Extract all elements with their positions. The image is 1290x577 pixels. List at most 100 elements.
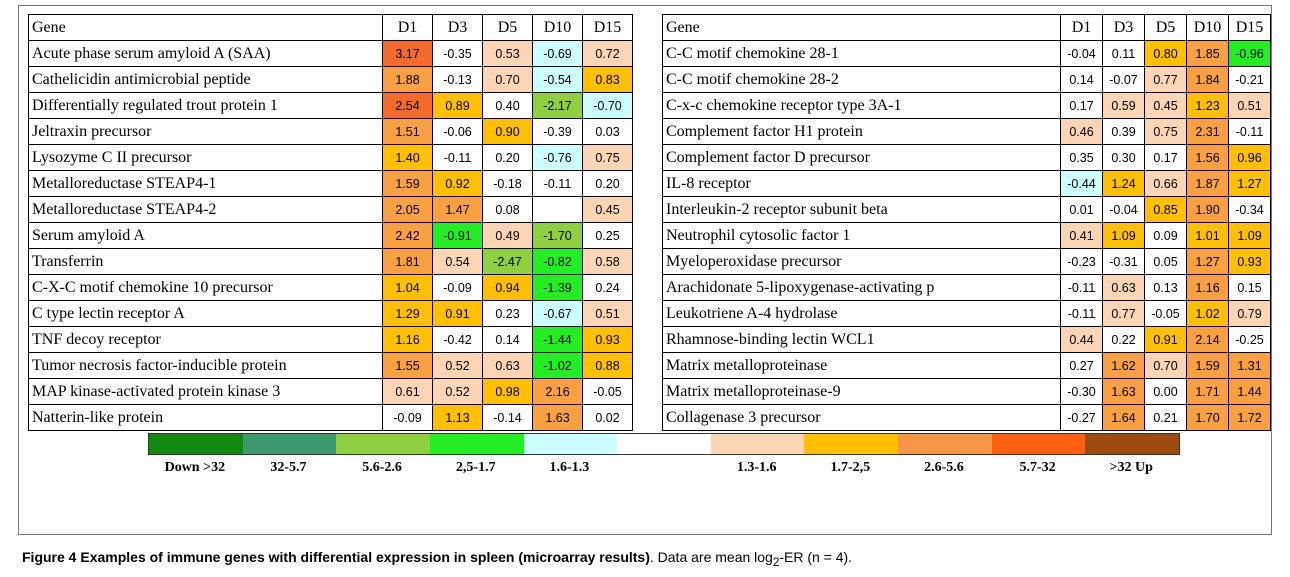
value-cell: -0.25 (1228, 326, 1271, 353)
value-cell: 0.44 (1060, 326, 1103, 353)
value-cell: 1.27 (1186, 248, 1229, 275)
value-cell: 0.27 (1060, 352, 1103, 379)
figure-frame (18, 5, 1272, 535)
value-cell: -1.70 (532, 222, 583, 249)
value-cell: 0.91 (432, 300, 483, 327)
header-cell: D1 (382, 14, 433, 41)
legend-swatch (804, 434, 899, 454)
value-cell: 0.54 (432, 248, 483, 275)
value-cell: 0.49 (482, 222, 533, 249)
header-row: Gene D1 D3 D5 D10 D15 (662, 14, 1271, 41)
value-cell: 0.52 (432, 352, 483, 379)
gene-row: Metalloreductase STEAP4-2 2.05 1.47 0.08 0.4… (28, 196, 633, 223)
value-cell: 1.85 (1186, 40, 1229, 67)
legend-label: 2.6-5.6 (924, 460, 964, 475)
value-cell: 0.51 (1228, 92, 1271, 119)
value-cell: -0.76 (532, 144, 583, 171)
value-cell: 0.93 (582, 326, 633, 353)
value-cell: 0.24 (582, 274, 633, 301)
value-cell: 0.01 (1060, 196, 1103, 223)
gene-name: Cathelicidin antimicrobial peptide (28, 66, 383, 93)
legend-label: 32-5.7 (270, 460, 307, 475)
value-cell: 2.31 (1186, 118, 1229, 145)
legend-swatch (617, 434, 711, 454)
gene-row: Jeltraxin precursor 1.51 -0.06 0.90 -0.39 0.0… (28, 118, 633, 145)
value-cell: -0.11 (1060, 274, 1103, 301)
value-cell: 1.59 (1186, 352, 1229, 379)
legend-label: >32 Up (1109, 460, 1153, 475)
gene-name: Collagenase 3 precursor (662, 404, 1061, 431)
value-cell: 1.40 (382, 144, 433, 171)
value-cell: 1.71 (1186, 378, 1229, 405)
gene-row: Tumor necrosis factor-inducible protein 1… (28, 352, 633, 379)
header-cell: D1 (1060, 14, 1103, 41)
legend-label (616, 460, 710, 476)
value-cell: 0.51 (582, 300, 633, 327)
value-cell: 0.75 (1144, 118, 1187, 145)
value-cell: 0.41 (1060, 222, 1103, 249)
caption-text: -ER (n = 4). (779, 549, 853, 565)
value-cell: -0.96 (1228, 40, 1271, 67)
header-row: Gene D1 D3 D5 D10 D15 (28, 14, 633, 41)
value-cell: 0.45 (582, 196, 633, 223)
value-cell: 1.81 (382, 248, 433, 275)
value-cell: 0.63 (482, 352, 533, 379)
legend-label: 2,5-1.7 (455, 460, 496, 475)
gene-row: C type lectin receptor A 1.29 0.91 0.23 -0.6… (28, 300, 633, 327)
value-cell: 0.35 (1060, 144, 1103, 171)
value-cell: 1.72 (1228, 404, 1271, 431)
value-cell: 1.88 (382, 66, 433, 93)
gene-row: Metalloreductase STEAP4-1 1.59 0.92 -0.18 -0… (28, 170, 633, 197)
legend-swatch (429, 434, 524, 454)
legend-swatch (710, 434, 805, 454)
caption-title: Examples of immune genes with differenti… (80, 549, 650, 565)
value-cell: -0.54 (532, 66, 583, 93)
legend-label: 5.6-2.6 (362, 460, 402, 475)
value-cell: 0.70 (1144, 352, 1187, 379)
value-cell: 1.23 (1186, 92, 1229, 119)
legend-swatch (991, 434, 1086, 454)
value-cell: -0.67 (532, 300, 583, 327)
gene-row: IL-8 receptor -0.44 1.24 0.66 1.87 1.27 (662, 170, 1271, 197)
gene-row: Complement factor H1 protein 0.46 0.39 0.75… (662, 118, 1271, 145)
value-cell: 1.63 (1102, 378, 1145, 405)
value-cell: 0.66 (1144, 170, 1187, 197)
value-cell: -0.11 (1060, 300, 1103, 327)
gene-name: C-X-C motif chemokine 10 precursor (28, 274, 383, 301)
value-cell: 0.23 (482, 300, 533, 327)
legend-label: Down >32 (164, 460, 226, 475)
value-cell: 0.77 (1144, 66, 1187, 93)
value-cell: 1.51 (382, 118, 433, 145)
value-cell: -0.30 (1060, 378, 1103, 405)
value-cell: 0.14 (482, 326, 533, 353)
value-cell: 0.61 (382, 378, 433, 405)
legend-swatch (523, 434, 618, 454)
value-cell: 0.88 (582, 352, 633, 379)
value-cell: 0.20 (582, 170, 633, 197)
value-cell: 0.22 (1102, 326, 1145, 353)
header-cell: Gene (28, 14, 383, 41)
value-cell: 0.83 (582, 66, 633, 93)
value-cell: 0.90 (482, 118, 533, 145)
value-cell: 1.62 (1102, 352, 1145, 379)
gene-row: Serum amyloid A 2.42 -0.91 0.49 -1.70 0.25 (28, 222, 633, 249)
gene-row: C-C motif chemokine 28-2 0.14 -0.07 0.77 1.8… (662, 66, 1271, 93)
gene-name: Interleukin-2 receptor subunit beta (662, 196, 1061, 223)
header-cell: D3 (432, 14, 483, 41)
value-cell: -0.31 (1102, 248, 1145, 275)
legend-label: 1.7-2,5 (830, 460, 871, 475)
value-cell: 1.16 (1186, 274, 1229, 301)
header-cell: D5 (1144, 14, 1187, 41)
value-cell: 0.45 (1144, 92, 1187, 119)
legend-swatch (149, 434, 243, 454)
value-cell: 0.09 (1144, 222, 1187, 249)
color-legend (148, 433, 1180, 455)
header-cell: D10 (1186, 14, 1229, 41)
value-cell: 1.09 (1102, 222, 1145, 249)
value-cell: 3.17 (382, 40, 433, 67)
value-cell: 0.52 (432, 378, 483, 405)
value-cell: 0.94 (482, 274, 533, 301)
value-cell: 1.01 (1186, 222, 1229, 249)
value-cell: -0.05 (582, 378, 633, 405)
value-cell: 1.13 (432, 404, 483, 431)
